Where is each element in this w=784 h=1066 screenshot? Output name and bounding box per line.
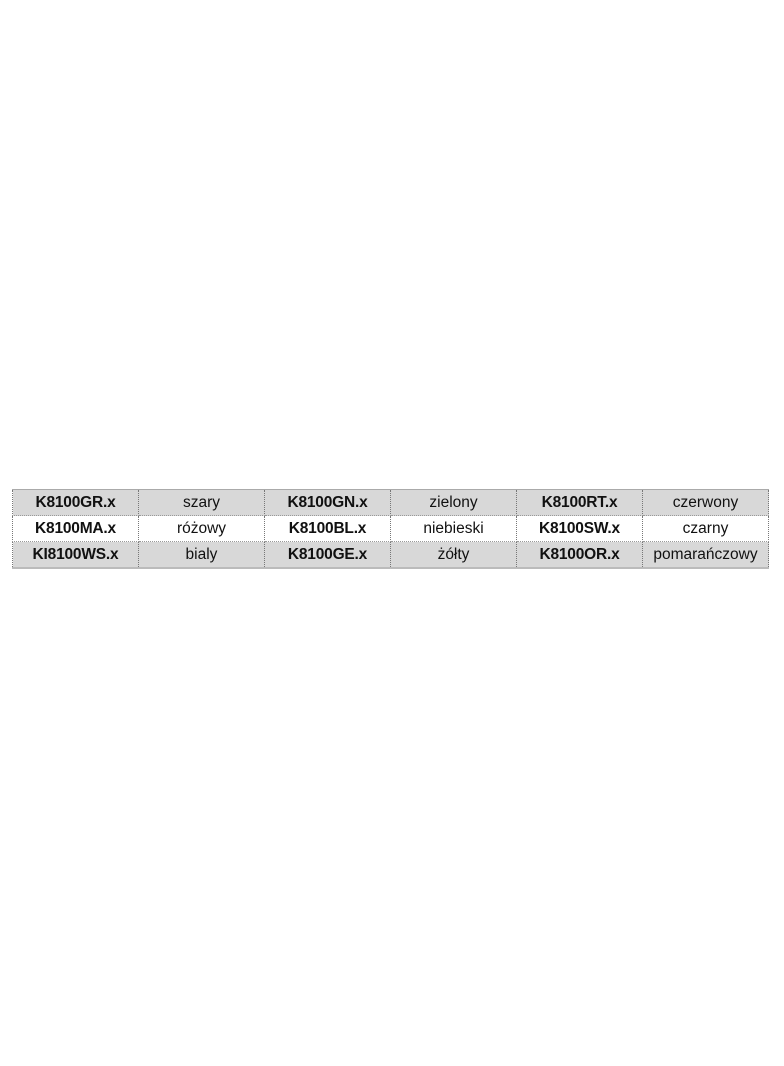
color-name: czarny: [642, 515, 769, 542]
color-name: czerwony: [642, 489, 769, 516]
product-code: K8100MA.x: [12, 515, 139, 542]
table-row: KI8100WS.x bialy K8100GE.x żółty K8100OR…: [12, 541, 769, 569]
color-name: niebieski: [390, 515, 517, 542]
product-code: K8100OR.x: [516, 541, 643, 569]
color-name: pomarańczowy: [642, 541, 769, 569]
table-row: K8100GR.x szary K8100GN.x zielony K8100R…: [12, 489, 769, 516]
color-name: żółty: [390, 541, 517, 569]
product-code: K8100RT.x: [516, 489, 643, 516]
color-name: szary: [138, 489, 265, 516]
product-code: K8100GN.x: [264, 489, 391, 516]
product-code: KI8100WS.x: [12, 541, 139, 569]
color-name: zielony: [390, 489, 517, 516]
table-row: K8100MA.x różowy K8100BL.x niebieski K81…: [12, 515, 769, 542]
color-name: różowy: [138, 515, 265, 542]
product-code: K8100SW.x: [516, 515, 643, 542]
product-code: K8100BL.x: [264, 515, 391, 542]
color-code-table: K8100GR.x szary K8100GN.x zielony K8100R…: [12, 489, 769, 569]
product-code: K8100GR.x: [12, 489, 139, 516]
product-code: K8100GE.x: [264, 541, 391, 569]
color-name: bialy: [138, 541, 265, 569]
